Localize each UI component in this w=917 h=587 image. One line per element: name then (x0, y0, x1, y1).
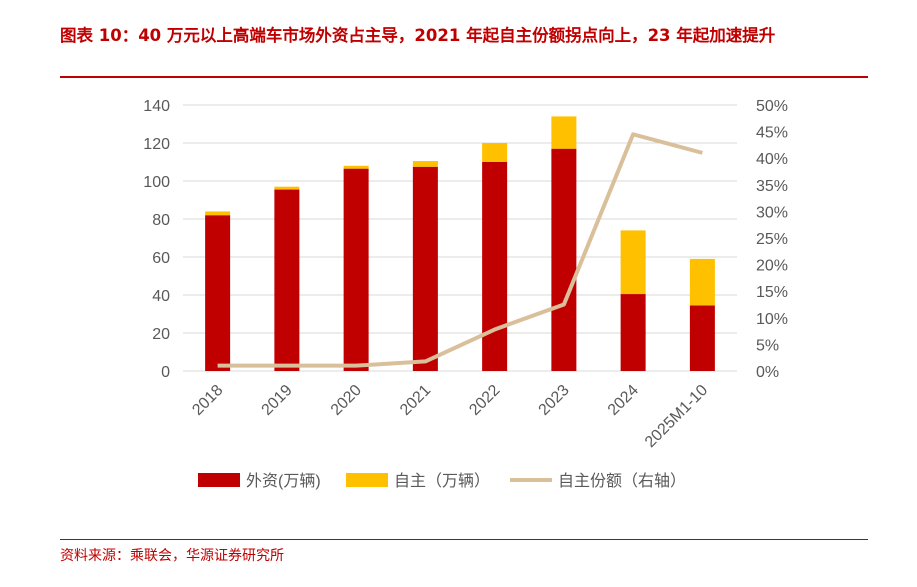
right-tick-label: 0% (756, 364, 779, 381)
legend-label: 自主（万辆） (394, 472, 490, 490)
share-line (217, 132, 703, 368)
right-tick-label: 30% (756, 204, 788, 221)
bar-domestic (620, 230, 646, 295)
bar-domestic (343, 165, 369, 169)
right-tick-label: 25% (756, 231, 788, 248)
title-divider (60, 76, 868, 78)
left-tick-label: 20 (152, 326, 170, 343)
bar-foreign (205, 215, 231, 371)
bar-foreign (412, 166, 438, 371)
source-divider (60, 539, 868, 540)
bar-domestic (412, 161, 438, 167)
bar-domestic (205, 211, 231, 216)
bar-foreign (343, 168, 369, 371)
bar-foreign (274, 189, 300, 371)
legend-label: 自主份额（右轴） (558, 472, 686, 490)
x-tick-label: 2018 (189, 382, 226, 419)
x-tick-label: 2024 (605, 382, 642, 419)
left-tick-label: 80 (152, 212, 170, 229)
chart-title: 图表 10：40 万元以上高端车市场外资占主导，2021 年起自主份额拐点向上，… (60, 26, 776, 45)
right-tick-label: 45% (756, 125, 788, 142)
left-tick-label: 140 (143, 98, 170, 115)
right-tick-label: 10% (756, 311, 788, 328)
right-tick-label: 5% (756, 337, 779, 354)
bar-domestic (689, 258, 715, 306)
left-tick-label: 0 (161, 364, 170, 381)
x-tick-label: 2022 (466, 382, 503, 419)
bar-foreign (620, 294, 646, 371)
right-tick-label: 50% (756, 98, 788, 115)
x-tick-label: 2019 (259, 382, 296, 419)
right-tick-label: 15% (756, 284, 788, 301)
bar-foreign (689, 305, 715, 371)
bar-foreign (482, 162, 508, 371)
left-tick-label: 40 (152, 288, 170, 305)
x-tick-label: 2021 (397, 382, 434, 419)
bar-domestic (482, 143, 508, 162)
legend-swatch (198, 473, 240, 487)
left-tick-label: 100 (143, 174, 170, 191)
bar-domestic (274, 186, 300, 190)
bar-domestic (551, 116, 577, 149)
x-tick-label: 2025M1-10 (642, 382, 711, 451)
bar-foreign (551, 148, 577, 371)
x-tick-label: 2023 (536, 382, 573, 419)
source-note: 资料来源：乘联会，华源证券研究所 (60, 548, 284, 564)
x-tick-label: 2020 (328, 382, 365, 419)
left-tick-label: 120 (143, 136, 170, 153)
left-tick-label: 60 (152, 250, 170, 267)
legend-swatch (346, 473, 388, 487)
right-tick-label: 40% (756, 151, 788, 168)
right-tick-label: 20% (756, 258, 788, 275)
legend-label: 外资(万辆) (246, 472, 321, 490)
right-tick-label: 35% (756, 178, 788, 195)
